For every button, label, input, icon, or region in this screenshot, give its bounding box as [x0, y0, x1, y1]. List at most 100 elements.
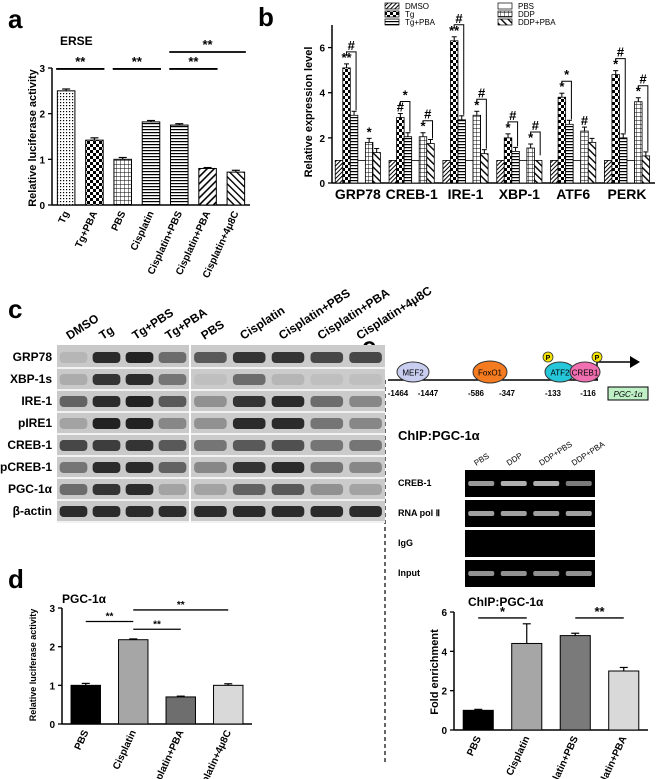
- blot-band: [232, 484, 266, 495]
- blot-row-label: pCREB-1: [0, 460, 52, 474]
- chip-row-label: CREB-1: [398, 478, 432, 488]
- chip-band: [565, 571, 592, 576]
- foxo1-factor: [472, 360, 508, 384]
- significance-mark: *: [403, 88, 409, 103]
- blot-band: [349, 352, 382, 363]
- blot-band: [59, 440, 88, 451]
- significance-mark: **: [153, 619, 161, 630]
- significance-mark: **: [203, 37, 214, 52]
- blot-lane-label: DMSO: [64, 311, 102, 342]
- foxo1-factor-label: FoxO1: [478, 369, 503, 378]
- blot-band: [194, 396, 227, 407]
- blot-row-label: IRE-1: [21, 394, 52, 408]
- significance-mark: **: [132, 54, 143, 69]
- significance-mark: *: [367, 124, 373, 139]
- chip-band: [500, 571, 527, 576]
- promoter-position: -133: [545, 389, 562, 398]
- blot-row-label: β-actin: [13, 504, 52, 518]
- blot-band: [271, 374, 305, 385]
- phospho-marker: [591, 351, 603, 363]
- blot-band: [125, 506, 154, 517]
- bar: [580, 130, 589, 184]
- chip-lane-label: DDP+PBS: [537, 440, 573, 468]
- significance-mark: **: [75, 54, 86, 69]
- legend-swatch: [497, 10, 513, 18]
- mef2-factor: [396, 361, 430, 383]
- blot-band: [158, 506, 187, 517]
- bar: [411, 160, 420, 184]
- bar: [426, 143, 435, 184]
- blot-band: [310, 484, 344, 495]
- y-tick-label: 1: [39, 155, 45, 166]
- chip-band: [468, 481, 495, 486]
- bar: [496, 160, 505, 184]
- bar: [559, 635, 591, 731]
- bar: [442, 160, 451, 184]
- legend-label: DDP: [518, 10, 535, 19]
- blot-band: [59, 352, 88, 363]
- blot-band: [310, 462, 344, 473]
- chart-panel-e: ChIP:PGC-1α Fold enrichment 0 2 4 6 PBS Cispl…: [429, 595, 648, 779]
- tss-arrow-head: [630, 356, 640, 368]
- blot-band: [158, 440, 187, 451]
- blot-band: [310, 440, 344, 451]
- chip-lane-label: DDP: [505, 451, 524, 468]
- bar: [364, 141, 374, 184]
- chip-band: [533, 511, 560, 516]
- bar: [611, 74, 620, 184]
- blot-band: [271, 396, 305, 407]
- chip-gel-strip: [465, 530, 595, 557]
- bar: [388, 160, 397, 184]
- phospho-marker: [542, 351, 554, 363]
- y-tick-label: 3: [49, 604, 55, 615]
- phospho-label: P: [546, 355, 551, 362]
- y-tick-label: 0: [441, 726, 447, 737]
- chip-band: [468, 571, 495, 576]
- significance-mark: #: [509, 108, 517, 123]
- bar: [70, 684, 101, 725]
- panel-label-a: a: [8, 4, 23, 34]
- category-label: CREB-1: [386, 186, 438, 202]
- legend-swatch: [384, 10, 400, 18]
- bar: [372, 152, 381, 184]
- category-label: Cisplatin: [111, 729, 139, 772]
- blot-band: [125, 374, 154, 385]
- significance-bracket: [399, 101, 411, 132]
- significance-bracket: [507, 121, 519, 147]
- significance-mark: *: [474, 97, 480, 112]
- bar: [113, 158, 132, 206]
- y-tick-label: 2: [49, 643, 55, 654]
- blot-row-label: pIRE1: [18, 416, 52, 430]
- chart-a-ylabel: Relative luciferase activity: [27, 68, 39, 206]
- promoter-position: -1447: [418, 389, 439, 398]
- bar: [634, 101, 643, 184]
- bar: [608, 670, 640, 731]
- significance-mark: #: [581, 113, 589, 128]
- bar: [526, 147, 535, 184]
- y-tick-label: 4: [441, 647, 447, 658]
- blot-band: [310, 396, 344, 407]
- significance-mark: #: [532, 118, 540, 133]
- category-label: Cisplatin+PBA: [147, 729, 186, 779]
- tss-arrow-stem: [596, 361, 630, 380]
- legend-label: PBS: [518, 2, 534, 11]
- blot-band: [271, 462, 305, 473]
- significance-mark: *: [636, 84, 642, 99]
- blot-row-label: CREB-1: [7, 438, 52, 452]
- bar: [118, 639, 149, 725]
- bar: [56, 90, 76, 206]
- significance-bracket: [615, 58, 626, 133]
- blot-row-label: PGC-1α: [8, 482, 53, 496]
- blot-band: [194, 506, 227, 517]
- blot-band: [125, 440, 154, 451]
- bar: [480, 153, 489, 184]
- significance-bracket: [561, 80, 572, 120]
- legend-label: DMSO: [405, 2, 429, 11]
- category-label: PBS: [73, 728, 92, 752]
- significance-mark: #: [397, 100, 405, 115]
- significance-mark: #: [478, 85, 486, 100]
- bar: [357, 160, 366, 184]
- significance-mark: #: [348, 38, 356, 53]
- mef2-factor-label: MEF2: [402, 369, 424, 378]
- significance-mark: *: [500, 604, 506, 619]
